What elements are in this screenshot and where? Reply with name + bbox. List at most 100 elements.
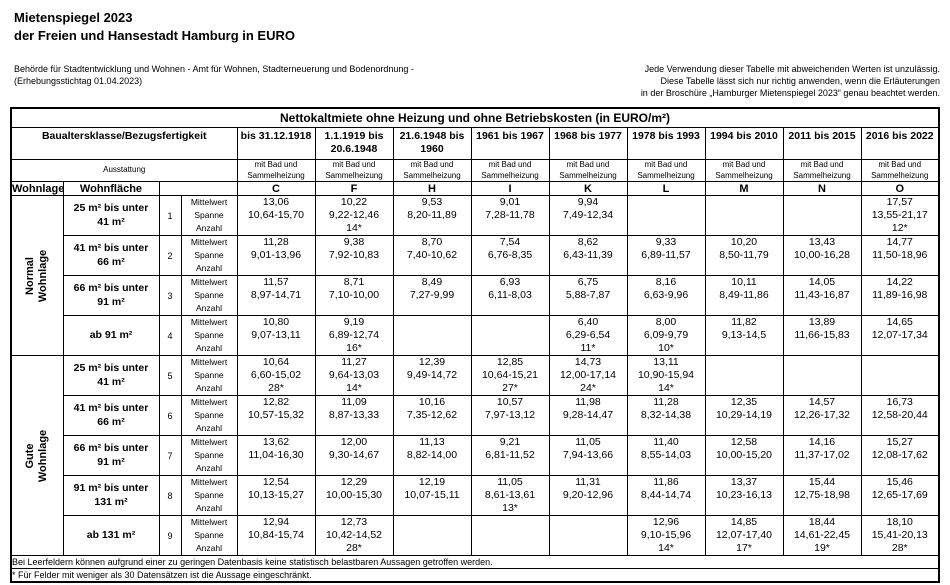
value-line: 10,00-15,30 bbox=[325, 489, 383, 502]
value-line: 9,64-13,03 bbox=[328, 369, 380, 382]
value-cell: 10,11 8,49-11,86 bbox=[704, 275, 784, 317]
stat-label: Anzahl bbox=[196, 423, 222, 434]
value-line: 14,85 bbox=[730, 516, 758, 529]
value-line: 6,63-9,96 bbox=[643, 289, 689, 302]
value-line bbox=[550, 542, 626, 555]
value-line: 18,44 bbox=[808, 516, 836, 529]
value-line bbox=[550, 422, 626, 435]
value-line bbox=[316, 502, 392, 515]
size-class-cell: ab 131 m² bbox=[62, 515, 160, 557]
value-line bbox=[472, 422, 548, 435]
stat-label: Mittelwert bbox=[190, 397, 228, 408]
column-period-C: bis 31.12.1918 bbox=[236, 127, 316, 161]
value-line bbox=[394, 329, 470, 342]
value-line: 10,29-14,19 bbox=[715, 409, 773, 422]
value-line: 10,64 bbox=[262, 356, 290, 369]
value-line: 12,07-17,34 bbox=[871, 329, 928, 342]
value-line: 11,05 bbox=[575, 436, 601, 449]
value-cell: 10,64 6,60-15,02 28* bbox=[236, 355, 316, 397]
value-cell bbox=[782, 195, 862, 237]
value-line bbox=[628, 222, 704, 235]
value-cell: 8,00 6,09-9,79 10* bbox=[626, 315, 706, 357]
stat-label: Spanne bbox=[194, 250, 224, 261]
value-line bbox=[784, 422, 860, 435]
value-line: 8,32-14,38 bbox=[640, 409, 692, 422]
row-number: 6 bbox=[158, 395, 182, 437]
value-line: 11* bbox=[580, 342, 596, 355]
value-line: 8,00 bbox=[655, 316, 677, 329]
value-cell: 16,73 12,58-20,44 bbox=[860, 395, 940, 437]
value-line: 8,16 bbox=[655, 276, 677, 289]
stat-label: Spanne bbox=[194, 490, 224, 501]
value-line bbox=[238, 462, 314, 475]
value-line: 12,35 bbox=[730, 396, 758, 409]
value-line bbox=[706, 209, 782, 222]
value-line: 10,23-16,13 bbox=[715, 489, 773, 502]
value-line: 13* bbox=[502, 502, 518, 515]
value-cell: 14,22 11,89-16,98 bbox=[860, 275, 940, 317]
value-line: 13,11 bbox=[653, 356, 679, 369]
value-line: 11,50-18,96 bbox=[872, 249, 928, 262]
row-number: 5 bbox=[158, 355, 182, 397]
stat-label: Mittelwert bbox=[190, 277, 228, 288]
value-line: 10,00-16,28 bbox=[793, 249, 851, 262]
value-line bbox=[394, 222, 470, 235]
value-cell: 11,86 8,44-14,74 bbox=[626, 475, 706, 517]
equipment-cell-I: mit Bad und Sammelheizung bbox=[470, 159, 550, 183]
value-line: 10,07-15,11 bbox=[404, 489, 460, 502]
equipment-cell-L: mit Bad und Sammelheizung bbox=[626, 159, 706, 183]
value-line: 12,07-17,40 bbox=[715, 529, 773, 542]
value-line bbox=[784, 357, 860, 370]
value-cell bbox=[704, 355, 784, 397]
wohnlage-header: Wohnlage bbox=[10, 181, 64, 197]
value-line: 8,55-14,03 bbox=[640, 449, 692, 462]
value-cell bbox=[470, 515, 550, 557]
value-line: 7,10-10,00 bbox=[328, 289, 380, 302]
period-header-row: Baualtersklasse/Bezugsfertigkeit bis 31.… bbox=[10, 127, 940, 161]
equipment-cell-K: mit Bad und Sammelheizung bbox=[548, 159, 628, 183]
value-cell: 14,85 12,07-17,40 17* bbox=[704, 515, 784, 557]
stat-label-cell: Mittelwert Spanne Anzahl bbox=[180, 435, 238, 477]
value-line bbox=[784, 342, 860, 355]
value-cell: 18,44 14,61-22,45 19* bbox=[782, 515, 862, 557]
value-line: 8,62 bbox=[577, 236, 599, 249]
value-line: 12,26-17,32 bbox=[793, 409, 851, 422]
value-line bbox=[862, 422, 938, 435]
table-row: Normal Wohnlage 25 m² bis unter 41 m² 1 Mitt… bbox=[10, 195, 940, 357]
value-line: 27* bbox=[502, 382, 518, 395]
value-line: 9,49-14,72 bbox=[406, 369, 458, 382]
value-line: 7,35-12,62 bbox=[406, 409, 458, 422]
value-cell: 14,05 11,43-16,87 bbox=[782, 275, 862, 317]
baualtersklasse-header: Baualtersklasse/Bezugsfertigkeit bbox=[10, 127, 238, 161]
value-line bbox=[472, 342, 548, 355]
value-line bbox=[472, 329, 548, 342]
column-period-F: 1.1.1919 bis 20.6.1948 bbox=[314, 127, 394, 161]
disclaimer-line1: Jede Verwendung dieser Tabelle mit abwei… bbox=[644, 64, 940, 75]
value-cell: 13,11 10,90-15,94 14* bbox=[626, 355, 706, 397]
stat-label: Anzahl bbox=[196, 543, 222, 554]
value-line bbox=[706, 422, 782, 435]
value-line: 17* bbox=[736, 542, 752, 555]
group-label-cell: Gute Wohnlage bbox=[10, 355, 64, 557]
value-line: 8,20-11,89 bbox=[407, 209, 457, 222]
value-line: 13,06 bbox=[262, 196, 290, 209]
ausstattung-header: Ausstattung bbox=[10, 159, 238, 183]
stat-label: Anzahl bbox=[196, 463, 222, 474]
value-line: 9,21 bbox=[499, 436, 521, 449]
stat-label: Spanne bbox=[194, 290, 224, 301]
value-line: 11,86 bbox=[653, 476, 679, 489]
column-period-I: 1961 bis 1967 bbox=[470, 127, 550, 161]
stat-label-cell: Mittelwert Spanne Anzahl bbox=[180, 395, 238, 437]
value-cell: 13,89 11,66-15,83 bbox=[782, 315, 862, 357]
value-line: 28* bbox=[891, 542, 908, 555]
value-cell: 12,54 10,13-15,27 bbox=[236, 475, 316, 517]
value-line: 11,66-15,83 bbox=[794, 329, 850, 342]
value-line: 11,37-17,02 bbox=[794, 449, 850, 462]
stat-label: Spanne bbox=[194, 410, 224, 421]
value-line bbox=[394, 262, 470, 275]
empty-header-cell bbox=[158, 181, 238, 197]
equipment-cell-F: mit Bad und Sammelheizung bbox=[314, 159, 394, 183]
value-cell: 9,33 6,89-11,57 bbox=[626, 235, 706, 277]
value-line: 10,80 bbox=[262, 316, 290, 329]
value-line: 7,94-13,66 bbox=[562, 449, 614, 462]
